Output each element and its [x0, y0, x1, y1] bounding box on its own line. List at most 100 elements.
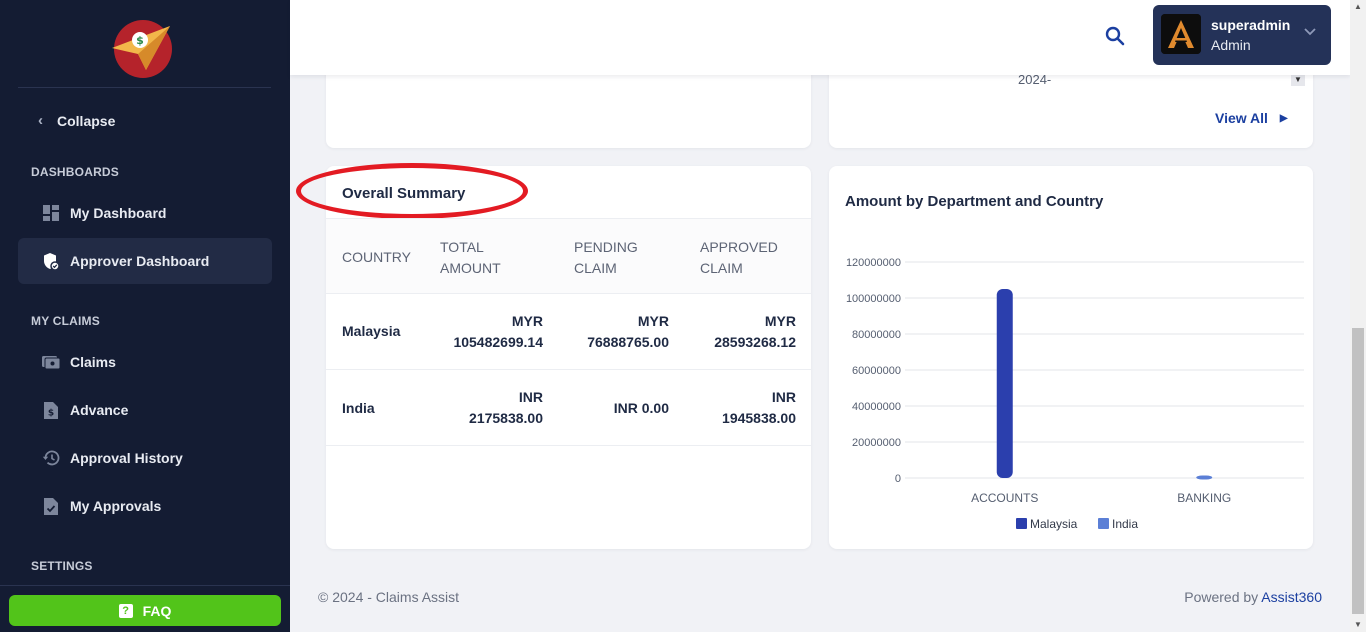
table-row: Malaysia MYR 105482699.14 MYR 76888765.0…	[326, 294, 811, 370]
x-tick-label: BANKING	[1177, 491, 1231, 505]
dashboard-grid-icon	[42, 204, 60, 222]
faq-button[interactable]: ? FAQ	[9, 595, 281, 626]
sidebar-item-label: My Dashboard	[70, 205, 167, 221]
shield-check-icon	[42, 252, 60, 270]
column-header-country: COUNTRY	[342, 247, 411, 268]
sidebar-item-approver-dashboard[interactable]: Approver Dashboard	[18, 238, 272, 284]
dollar-doc-icon: $	[42, 401, 60, 419]
legend-label-india: India	[1112, 517, 1138, 531]
chevron-down-icon	[1304, 28, 1316, 36]
sidebar-item-my-dashboard[interactable]: My Dashboard	[18, 190, 272, 236]
column-header-text: COUNTRY	[342, 249, 411, 265]
cell-total: INR 2175838.00	[469, 387, 543, 429]
section-label-dashboards: DASHBOARDS	[31, 165, 120, 179]
cell-pending: INR 0.00	[614, 398, 669, 419]
user-menu[interactable]: superadmin Admin	[1153, 5, 1331, 65]
column-header-text: TOTAL	[440, 239, 484, 255]
cell-currency: MYR	[764, 313, 796, 329]
sidebar-divider	[0, 585, 290, 586]
view-all-link[interactable]: View All ▶	[1215, 110, 1288, 126]
history-icon	[42, 449, 60, 467]
scroll-up-arrow-icon[interactable]: ▲	[1354, 2, 1362, 11]
scrollbar-thumb[interactable]	[1352, 328, 1364, 614]
column-header-total-amount: TOTAL AMOUNT	[440, 237, 501, 279]
sidebar-item-label: Approval History	[70, 450, 183, 466]
cell-total: MYR 105482699.14	[453, 311, 543, 353]
cell-amount: 2175838.00	[469, 410, 543, 426]
column-header-text: CLAIM	[700, 260, 743, 276]
sidebar-item-approval-history[interactable]: Approval History	[18, 435, 272, 481]
collapse-label: Collapse	[57, 112, 116, 129]
cell-amount: 105482699.14	[453, 334, 543, 350]
sidebar-item-label: Advance	[70, 402, 129, 418]
table-header: COUNTRY TOTAL AMOUNT PENDING CLAIM APPRO…	[326, 218, 811, 294]
overall-summary-card: Overall Summary COUNTRY TOTAL AMOUNT PEN…	[296, 163, 811, 549]
legend-swatch-india	[1098, 518, 1109, 529]
bar-malaysia-accounts	[996, 289, 1013, 478]
sidebar-item-advance[interactable]: $ Advance	[18, 387, 272, 433]
cell-amount: INR 0.00	[613, 400, 669, 416]
column-header-text: PENDING	[574, 239, 638, 255]
collapse-button[interactable]: ‹ Collapse	[38, 112, 115, 129]
top-header: superadmin Admin	[290, 0, 1350, 75]
sidebar-item-my-approvals[interactable]: My Approvals	[18, 483, 272, 529]
app-logo: $	[112, 20, 172, 78]
cell-amount: 1945838.00	[722, 410, 796, 426]
section-label-my-claims: MY CLAIMS	[31, 314, 100, 328]
powered-by-text: Powered by	[1184, 589, 1262, 605]
bar-chart: 0 20000000 40000000 60000000 80000000 1000000…	[846, 257, 1304, 531]
column-header-text: APPROVED	[700, 239, 778, 255]
y-tick-label: 60000000	[852, 365, 901, 377]
sidebar-item-label: Claims	[70, 354, 116, 370]
assist360-link[interactable]: Assist360	[1261, 589, 1322, 605]
user-role: Admin	[1211, 37, 1251, 53]
column-header-text: CLAIM	[574, 260, 617, 276]
column-header-approved-claim: APPROVED CLAIM	[700, 237, 778, 279]
search-icon[interactable]	[1103, 24, 1127, 48]
x-tick-label: ACCOUNTS	[971, 491, 1038, 505]
summary-title: Overall Summary	[342, 185, 466, 202]
y-tick-label: 20000000	[852, 437, 901, 449]
annotation-ellipse	[296, 163, 528, 219]
sidebar-item-label: My Approvals	[70, 498, 162, 514]
logo-divider	[18, 87, 271, 88]
legend-swatch-malaysia	[1016, 518, 1027, 529]
footer-powered-by: Powered by Assist360	[1184, 589, 1322, 605]
scroll-down-arrow-icon[interactable]: ▼	[1354, 620, 1362, 629]
y-tick-label: 120000000	[846, 257, 901, 269]
cell-currency: MYR	[637, 313, 669, 329]
checklist-doc-icon	[42, 497, 60, 515]
page-scrollbar[interactable]: ▲ ▼	[1350, 0, 1366, 632]
user-name: superadmin	[1211, 17, 1291, 33]
legend-label-malaysia: Malaysia	[1030, 517, 1078, 531]
year-fragment: 2024-	[1018, 72, 1052, 87]
bar-india-banking	[1196, 475, 1213, 480]
y-tick-label: 100000000	[846, 293, 901, 305]
avatar	[1161, 14, 1201, 54]
chevron-left-icon: ‹	[38, 112, 43, 129]
cell-amount: 76888765.00	[587, 334, 669, 350]
sidebar-item-claims[interactable]: Claims	[18, 339, 272, 385]
sidebar-item-label: Approver Dashboard	[70, 253, 210, 269]
cell-currency: MYR	[511, 313, 543, 329]
cell-country: Malaysia	[342, 323, 401, 339]
cell-country: India	[342, 400, 375, 416]
department-country-chart-card: Amount by Department and Country 0 200000…	[829, 166, 1313, 549]
main-content: 2024- ▼ View All ▶ Overall Summary COUNT…	[290, 0, 1350, 632]
view-all-label: View All	[1215, 110, 1268, 126]
scroll-down-arrow-icon[interactable]: ▼	[1291, 72, 1305, 86]
y-tick-label: 0	[895, 473, 901, 485]
question-icon: ?	[118, 603, 133, 618]
caret-right-icon: ▶	[1279, 112, 1288, 124]
section-label-settings: SETTINGS	[31, 559, 93, 573]
column-header-text: AMOUNT	[440, 260, 501, 276]
receipt-icon	[42, 353, 60, 371]
y-tick-label: 40000000	[852, 401, 901, 413]
column-header-pending-claim: PENDING CLAIM	[574, 237, 638, 279]
cell-currency: INR	[518, 389, 543, 405]
chart-title: Amount by Department and Country	[845, 193, 1104, 210]
cell-pending: MYR 76888765.00	[587, 311, 669, 353]
svg-text:$: $	[48, 408, 54, 418]
svg-text:$: $	[136, 34, 144, 47]
cell-approved: INR 1945838.00	[722, 387, 796, 429]
